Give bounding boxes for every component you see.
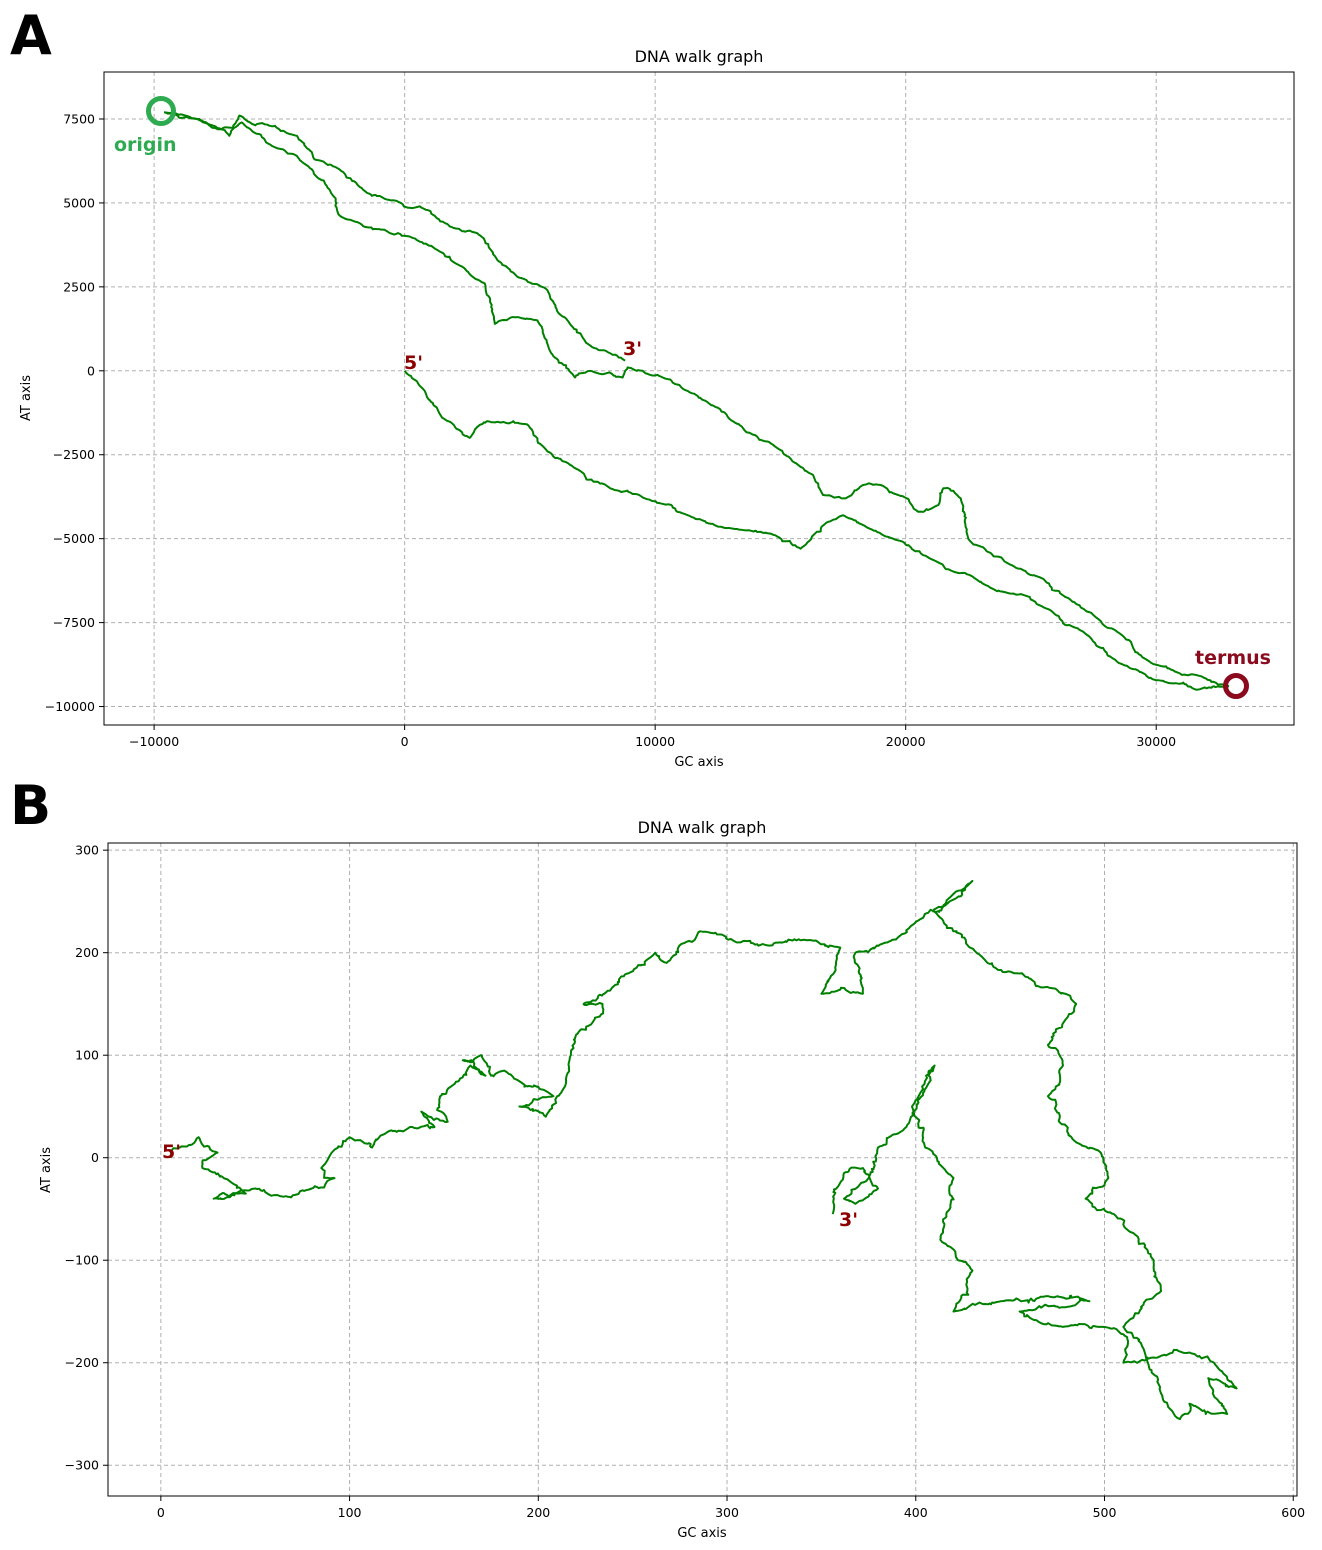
end-label: 3' xyxy=(839,1209,858,1231)
y-tick-label: −7500 xyxy=(53,615,95,630)
y-tick-label: 5000 xyxy=(63,195,95,210)
y-tick-label: −200 xyxy=(65,1355,99,1370)
x-axis-label: GC axis xyxy=(674,755,724,770)
y-tick-label: −10000 xyxy=(45,699,95,714)
y-tick-label: −2500 xyxy=(53,447,95,462)
y-tick-label: 2500 xyxy=(63,279,95,294)
x-tick-label: 0 xyxy=(401,734,409,749)
grid-lines xyxy=(104,72,1294,725)
panel-letter: A xyxy=(10,4,52,67)
panel-b-chart: B DNA walk graph GC axis AT axis 0 100 200… xyxy=(10,775,1306,1541)
plot-frame xyxy=(103,71,1295,726)
axis-ticks: 0 100 200 300 400 500 600 300 200 100 0 −100 −200 −30… xyxy=(65,843,1306,1520)
start-label: 5' xyxy=(162,1141,181,1163)
plot-frame xyxy=(107,842,1298,1497)
panel-letter: B xyxy=(10,775,51,837)
panel-a-chart: A DNA walk graph GC axis AT axis −10000 0… xyxy=(10,4,1295,770)
termus-circle-icon xyxy=(1223,673,1249,699)
axis-ticks: −10000 0 10000 20000 30000 7500 5000 2500 0 −2500… xyxy=(45,112,1176,749)
origin-circle-icon xyxy=(146,96,176,126)
y-tick-label: −300 xyxy=(65,1458,99,1473)
y-tick-label: −100 xyxy=(65,1253,99,1268)
walk-lines xyxy=(163,111,1230,691)
x-tick-label: −10000 xyxy=(129,734,179,749)
x-tick-label: 0 xyxy=(157,1505,165,1520)
x-axis-label: GC axis xyxy=(677,1526,727,1541)
y-tick-label: 0 xyxy=(91,1150,99,1165)
chart-title: DNA walk graph xyxy=(635,47,764,66)
chart-title: DNA walk graph xyxy=(638,818,767,837)
origin-label: origin xyxy=(114,134,177,156)
x-tick-label: 400 xyxy=(904,1505,928,1520)
walk-series-line xyxy=(163,111,626,362)
y-tick-label: 200 xyxy=(75,945,99,960)
start-label: 5' xyxy=(404,352,423,374)
walk-series-line xyxy=(403,370,1229,691)
x-tick-label: 30000 xyxy=(1136,734,1176,749)
x-tick-label: 20000 xyxy=(886,734,926,749)
x-tick-label: 200 xyxy=(526,1505,550,1520)
x-tick-label: 100 xyxy=(338,1505,362,1520)
end-label: 3' xyxy=(623,338,642,360)
x-tick-label: 600 xyxy=(1281,1505,1305,1520)
x-tick-label: 10000 xyxy=(635,734,675,749)
y-axis-label: AT axis xyxy=(39,1147,54,1193)
y-tick-label: 7500 xyxy=(63,112,95,127)
x-tick-label: 300 xyxy=(715,1505,739,1520)
y-tick-label: −5000 xyxy=(53,531,95,546)
y-tick-label: 0 xyxy=(87,363,95,378)
walk-series-line xyxy=(169,879,1238,1421)
y-tick-label: 100 xyxy=(75,1048,99,1063)
y-tick-label: 300 xyxy=(75,843,99,858)
x-tick-label: 500 xyxy=(1093,1505,1117,1520)
walk-lines xyxy=(169,879,1238,1421)
grid-lines xyxy=(108,843,1297,1496)
walk-series-line xyxy=(163,111,1230,688)
termus-label: termus xyxy=(1195,647,1271,669)
y-axis-label: AT axis xyxy=(19,375,34,421)
